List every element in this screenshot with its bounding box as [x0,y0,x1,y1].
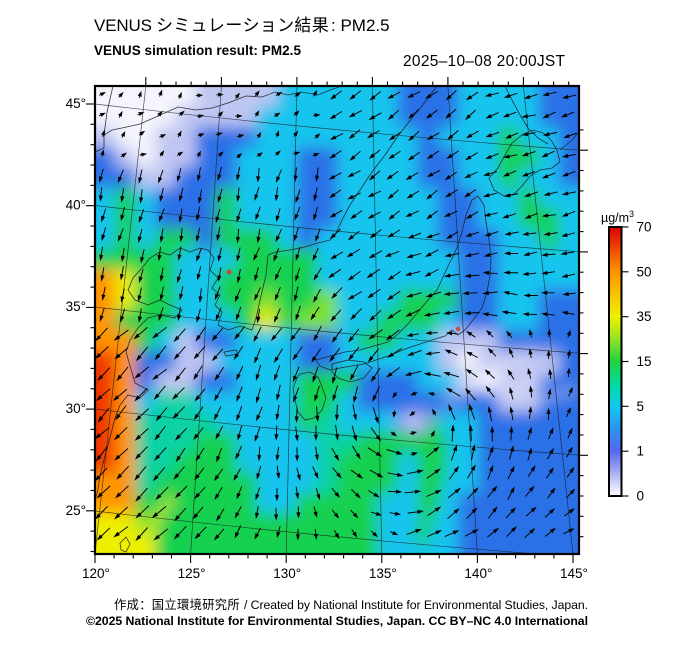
svg-text:2025–10–08 20:00JST: 2025–10–08 20:00JST [403,53,566,70]
svg-text:70: 70 [637,220,652,235]
svg-text:125°: 125° [178,566,206,581]
svg-text:140°: 140° [464,566,492,581]
svg-text:50: 50 [637,264,652,279]
svg-text:35°: 35° [66,299,86,314]
svg-text:µg/m3: µg/m3 [601,209,634,225]
svg-text:130°: 130° [273,566,301,581]
svg-text:1: 1 [637,444,645,459]
svg-text:30°: 30° [66,401,86,416]
svg-text:25°: 25° [66,503,86,518]
svg-text:作成：国立環境研究所/ Created by Nationa: 作成：国立環境研究所 / Created by National Institut… [114,597,588,612]
svg-text:120°: 120° [82,566,110,581]
svg-text:15: 15 [637,354,652,369]
svg-text:0: 0 [637,489,645,504]
svg-text:135°: 135° [369,566,397,581]
svg-text:40°: 40° [66,198,86,213]
svg-text:5: 5 [637,399,645,414]
svg-text:VENUS simulation result: PM2.5: VENUS simulation result: PM2.5 [94,43,301,58]
svg-text:©2025 National Institute for E: ©2025 National Institute for Environment… [86,614,588,628]
svg-text:145°: 145° [560,566,588,581]
svg-text:35: 35 [637,309,652,324]
svg-text:45°: 45° [66,96,86,111]
